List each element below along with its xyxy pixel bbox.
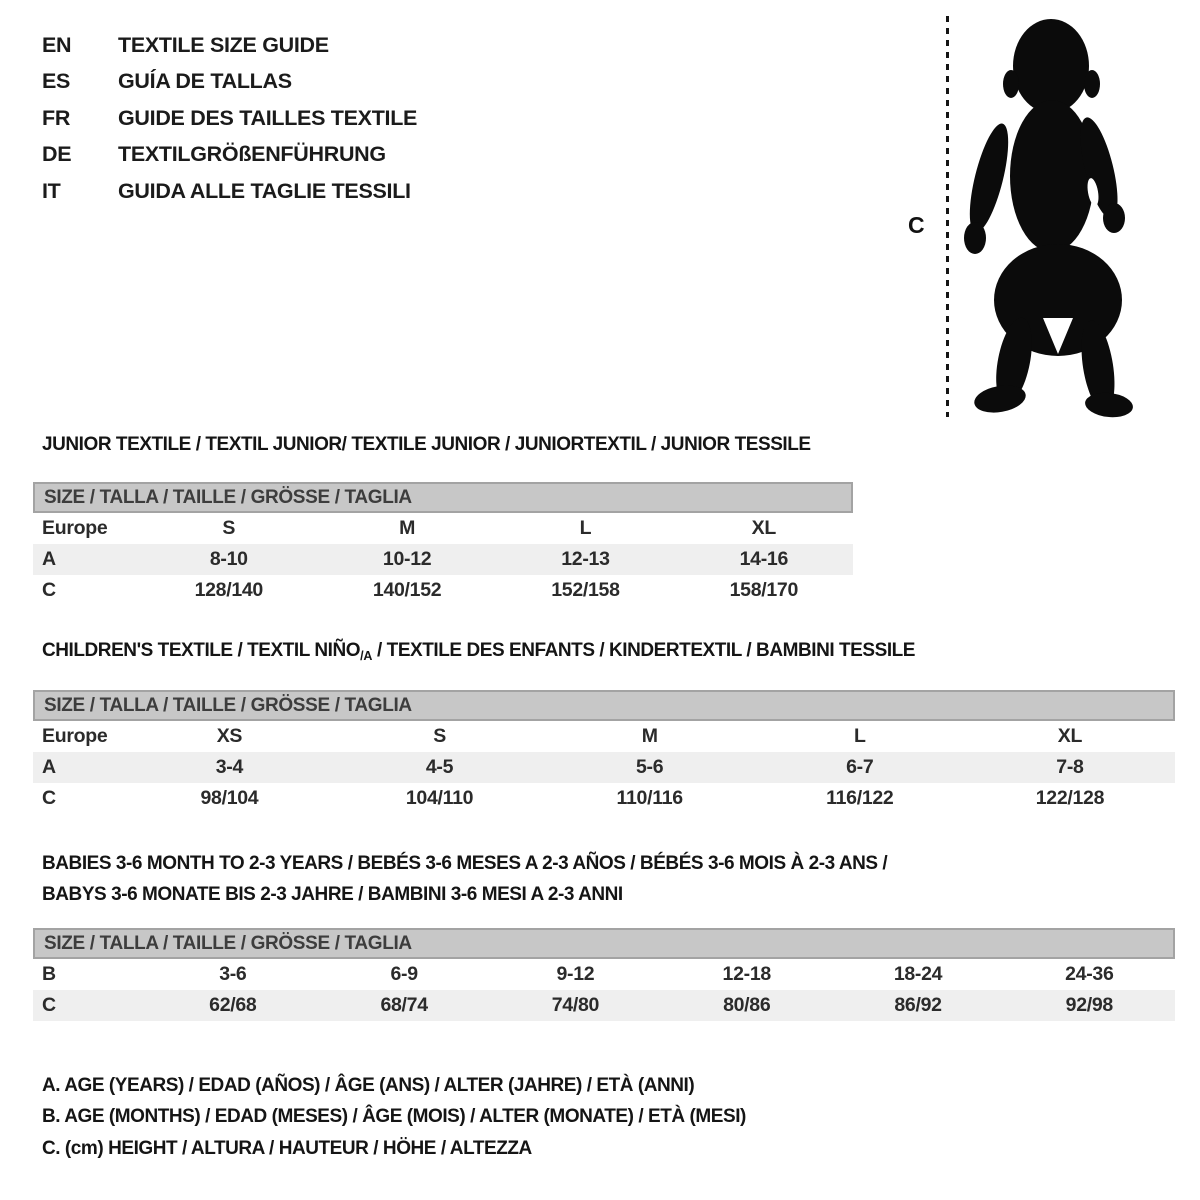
language-code: ES xyxy=(42,69,71,94)
size-cell: 18-24 xyxy=(893,963,943,985)
height-measure-dashed-line xyxy=(946,16,949,417)
measure-label-c: C xyxy=(908,212,925,238)
size-cell: S xyxy=(222,517,236,539)
language-row-en: EN TEXTILE SIZE GUIDE xyxy=(42,27,417,64)
size-cell: 12-18 xyxy=(722,963,772,985)
language-code: FR xyxy=(42,105,71,130)
babies-size-header-bar: SIZE / TALLA / TAILLE / GRÖSSE / TAGLIA xyxy=(33,928,1175,959)
table-row: C 62/68 68/74 74/80 80/86 86/92 92/98 xyxy=(33,990,1175,1021)
children-section-heading: CHILDREN'S TEXTILE / TEXTIL NIÑO/A / TEX… xyxy=(42,640,915,663)
size-cell: 9-12 xyxy=(556,963,595,985)
language-label: TEXTILGRÖßENFÜHRUNG xyxy=(118,142,386,167)
table-row: Europe S M L XL xyxy=(33,513,853,544)
size-cell: 74/80 xyxy=(489,990,662,1021)
children-size-header-bar: SIZE / TALLA / TAILLE / GRÖSSE / TAGLIA xyxy=(33,690,1175,721)
size-cell: 14-16 xyxy=(674,544,853,575)
size-cell: 3-4 xyxy=(124,752,335,783)
size-cell: L xyxy=(579,517,592,539)
babies-heading-line2: BABYS 3-6 MONATE BIS 2-3 JAHRE / BAMBINI… xyxy=(42,884,623,905)
size-bar-label: SIZE / TALLA / TAILLE / GRÖSSE / TAGLIA xyxy=(44,694,412,716)
size-cell: 140/152 xyxy=(372,579,442,601)
size-cell: 86/92 xyxy=(832,990,1004,1021)
table-row: Europe XS S M L XL xyxy=(33,721,1175,752)
children-heading-text: CHILDREN'S TEXTILE / TEXTIL NIÑO xyxy=(42,640,361,661)
size-cell: 110/116 xyxy=(616,787,684,809)
table-row: A 3-4 4-5 5-6 6-7 7-8 xyxy=(33,752,1175,783)
table-row: B 3-6 6-9 9-12 12-18 18-24 24-36 xyxy=(33,959,1175,990)
language-row-it: IT GUIDA ALLE TAGLIE TESSILI xyxy=(42,173,417,210)
size-cell: XS xyxy=(216,725,243,747)
size-bar-label: SIZE / TALLA / TAILLE / GRÖSSE / TAGLIA xyxy=(44,486,412,508)
size-cell: 8-10 xyxy=(139,544,318,575)
language-row-de: DE TEXTILGRÖßENFÜHRUNG xyxy=(42,137,417,174)
children-heading-text: / TEXTILE DES ENFANTS / KINDERTEXTIL / B… xyxy=(372,640,916,661)
row-label: A xyxy=(33,752,125,783)
size-cell: 68/74 xyxy=(318,990,490,1021)
row-label: Europe xyxy=(42,725,108,747)
size-cell: 6-9 xyxy=(390,963,418,985)
legend-line-b: B. AGE (MONTHS) / EDAD (MESES) / ÂGE (MO… xyxy=(42,1106,746,1128)
size-cell: 80/86 xyxy=(661,990,833,1021)
babies-heading-line1: BABIES 3-6 MONTH TO 2-3 YEARS / BEBÉS 3-… xyxy=(42,853,888,874)
size-cell: 62/68 xyxy=(147,990,319,1021)
size-cell: 24-36 xyxy=(1065,963,1114,985)
babies-section-heading: BABIES 3-6 MONTH TO 2-3 YEARS / BEBÉS 3-… xyxy=(42,848,888,910)
size-cell: 158/170 xyxy=(729,579,799,601)
babies-size-table: B 3-6 6-9 9-12 12-18 18-24 24-36 C 62/68… xyxy=(33,959,1175,1021)
table-row: C 128/140 140/152 152/158 158/170 xyxy=(33,575,853,606)
language-label: TEXTILE SIZE GUIDE xyxy=(118,32,329,57)
row-label: C xyxy=(33,990,148,1021)
language-list: EN TEXTILE SIZE GUIDE ES GUÍA DE TALLAS … xyxy=(42,27,417,210)
row-label: C xyxy=(42,579,56,601)
language-code: DE xyxy=(42,142,72,167)
language-code: EN xyxy=(42,32,72,57)
legend-line-a: A. AGE (YEARS) / EDAD (AÑOS) / ÂGE (ANS)… xyxy=(42,1074,695,1096)
size-cell: XL xyxy=(1057,725,1083,747)
toddler-silhouette-icon xyxy=(964,19,1133,418)
size-cell: M xyxy=(399,517,416,539)
language-row-fr: FR GUIDE DES TAILLES TEXTILE xyxy=(42,100,417,137)
size-cell: 104/110 xyxy=(405,787,474,809)
size-cell: 4-5 xyxy=(334,752,545,783)
row-label: B xyxy=(42,963,56,985)
size-cell: 10-12 xyxy=(317,544,497,575)
row-label: Europe xyxy=(42,517,108,539)
size-cell: M xyxy=(641,725,658,747)
size-cell: 5-6 xyxy=(544,752,755,783)
children-heading-subscript: /A xyxy=(360,649,373,663)
size-cell: 6-7 xyxy=(754,752,965,783)
size-cell: 98/104 xyxy=(200,787,259,809)
size-bar-label: SIZE / TALLA / TAILLE / GRÖSSE / TAGLIA xyxy=(44,932,412,954)
size-cell: 3-6 xyxy=(219,963,247,985)
row-label: C xyxy=(42,787,56,809)
language-label: GUIDA ALLE TAGLIE TESSILI xyxy=(118,178,411,203)
size-cell: 12-13 xyxy=(496,544,675,575)
size-cell: S xyxy=(433,725,446,747)
row-label: A xyxy=(33,544,140,575)
junior-size-header-bar: SIZE / TALLA / TAILLE / GRÖSSE / TAGLIA xyxy=(33,482,853,513)
size-cell: 122/128 xyxy=(1035,787,1105,809)
legend: A. AGE (YEARS) / EDAD (AÑOS) / ÂGE (ANS)… xyxy=(42,1070,746,1165)
size-cell: XL xyxy=(751,517,777,539)
children-size-table: Europe XS S M L XL A 3-4 4-5 5-6 6-7 7-8… xyxy=(33,721,1175,814)
size-cell: 7-8 xyxy=(964,752,1175,783)
junior-section-heading: JUNIOR TEXTILE / TEXTIL JUNIOR/ TEXTILE … xyxy=(42,434,811,455)
size-cell: 128/140 xyxy=(194,579,264,601)
legend-line-c: C. (cm) HEIGHT / ALTURA / HAUTEUR / HÖHE… xyxy=(42,1137,532,1159)
junior-size-table: Europe S M L XL A 8-10 10-12 12-13 14-16… xyxy=(33,513,853,606)
table-row: C 98/104 104/110 110/116 116/122 122/128 xyxy=(33,783,1175,814)
size-cell: 152/158 xyxy=(551,579,620,601)
table-row: A 8-10 10-12 12-13 14-16 xyxy=(33,544,853,575)
size-cell: 92/98 xyxy=(1003,990,1175,1021)
language-code: IT xyxy=(42,178,61,203)
language-row-es: ES GUÍA DE TALLAS xyxy=(42,64,417,101)
language-label: GUÍA DE TALLAS xyxy=(118,69,292,94)
size-cell: 116/122 xyxy=(826,787,894,809)
size-cell: L xyxy=(853,725,866,747)
language-label: GUIDE DES TAILLES TEXTILE xyxy=(118,105,418,130)
